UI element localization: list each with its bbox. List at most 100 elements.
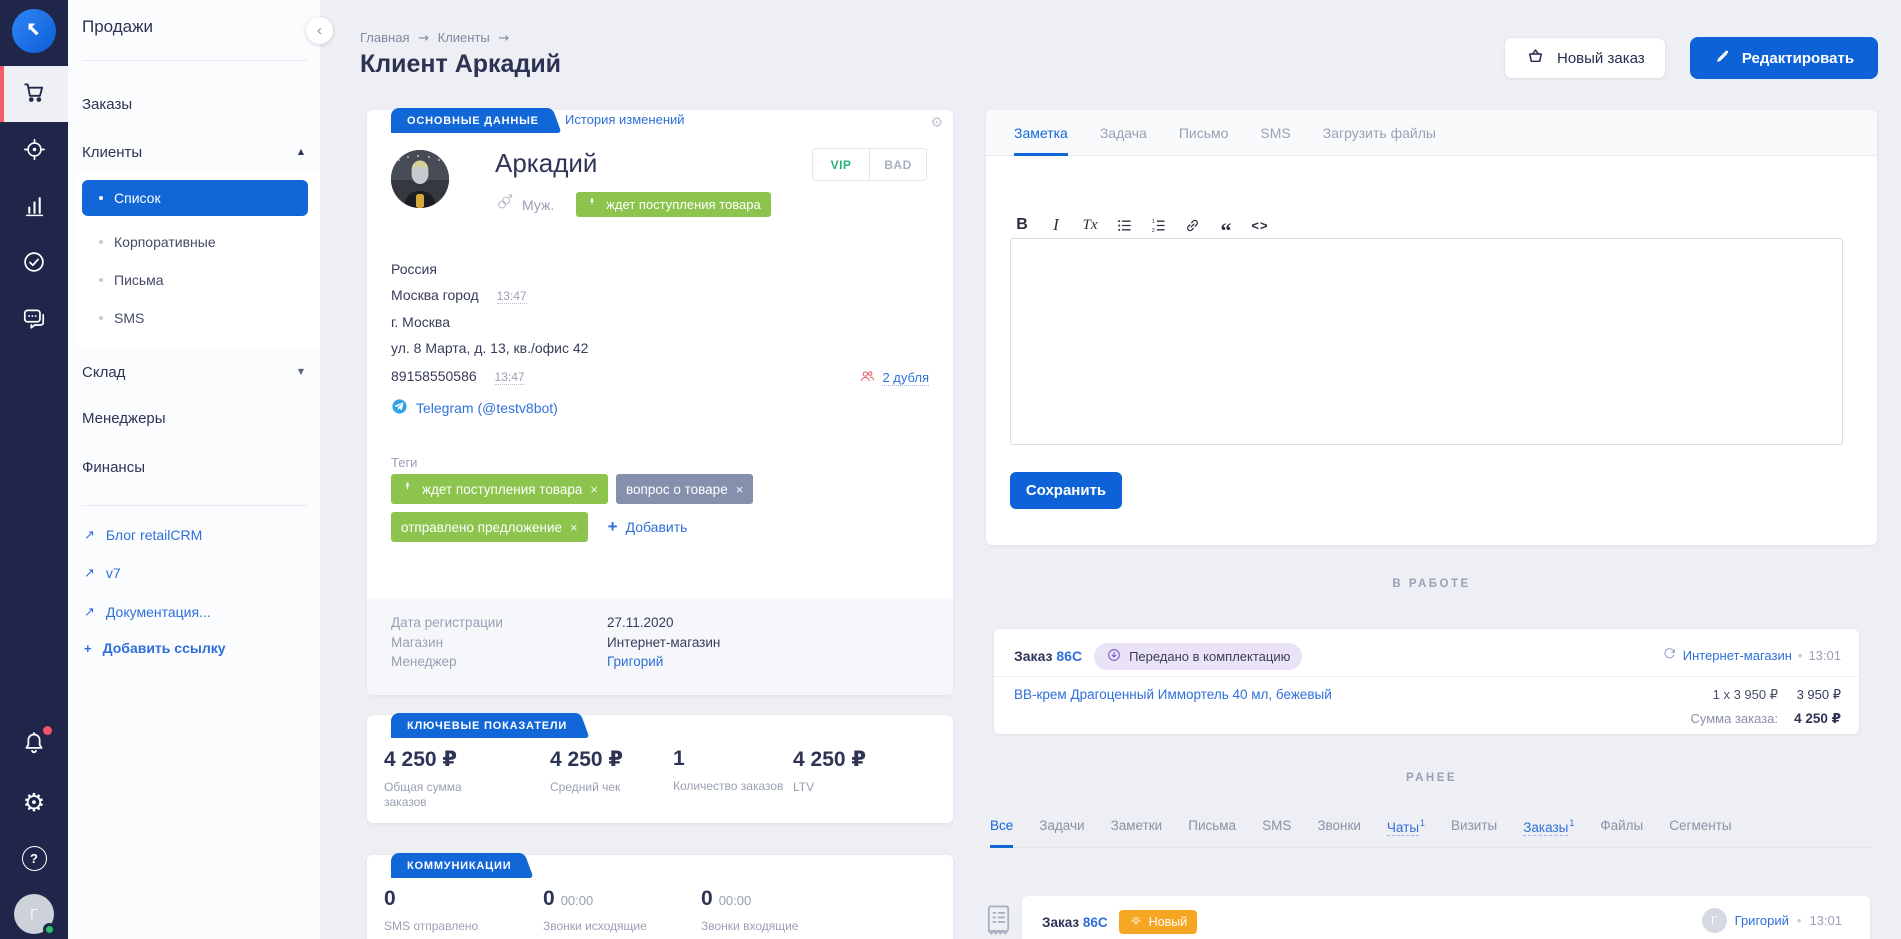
blockquote-icon[interactable]: “ bbox=[1220, 218, 1232, 243]
order-channel[interactable]: Интернет-магазин bbox=[1682, 647, 1792, 663]
user-avatar[interactable]: Г bbox=[14, 894, 56, 936]
external-link-icon: ↗ bbox=[84, 604, 95, 620]
bell-icon bbox=[21, 725, 52, 761]
client-name: Аркадий bbox=[495, 148, 598, 178]
filter-notes[interactable]: Заметки bbox=[1110, 818, 1163, 833]
rail-item-help[interactable]: ? bbox=[0, 830, 68, 886]
tab-letter[interactable]: Письмо bbox=[1178, 124, 1229, 141]
vip-button[interactable]: VIP bbox=[812, 148, 870, 181]
event-order-number-link[interactable]: 86С bbox=[1082, 914, 1108, 930]
remove-tag-icon[interactable]: × bbox=[590, 481, 598, 497]
breadcrumb-separator: → bbox=[418, 31, 430, 46]
filter-visits[interactable]: Визиты bbox=[1451, 818, 1498, 833]
nav-link-docs[interactable]: ↗ Документация... bbox=[84, 604, 211, 620]
breadcrumb-clients[interactable]: Клиенты bbox=[437, 30, 490, 45]
tab-note[interactable]: Заметка bbox=[1014, 110, 1068, 156]
status-arrow-icon bbox=[1106, 647, 1122, 666]
clear-formatting-icon[interactable]: Tx bbox=[1082, 216, 1098, 233]
nav-link-add[interactable]: + Добавить ссылку bbox=[84, 640, 226, 656]
bold-icon[interactable]: B bbox=[1016, 216, 1028, 233]
order-number-link[interactable]: 86С bbox=[1056, 648, 1083, 664]
filter-letters[interactable]: Письма bbox=[1188, 818, 1237, 833]
tag-product-question[interactable]: вопрос о товаре × bbox=[616, 474, 754, 504]
card-settings-gear-icon[interactable]: ⚙ bbox=[930, 115, 943, 131]
sidebar-collapse-button[interactable]: ‹ bbox=[306, 17, 333, 44]
event-manager-link[interactable]: Григорий bbox=[1734, 913, 1789, 928]
manager-avatar: Г bbox=[1701, 908, 1727, 933]
telegram-link[interactable]: Telegram (@testv8bot) bbox=[391, 398, 558, 418]
duplicates-link[interactable]: 2 дубля bbox=[859, 368, 929, 388]
rail-item-tasks[interactable] bbox=[0, 236, 68, 292]
communications-card-tab: КОММУНИКАЦИИ bbox=[391, 853, 522, 878]
filter-tasks[interactable]: Задачи bbox=[1039, 818, 1085, 833]
kpi-ltv: 4 250 ₽ LTV bbox=[793, 748, 866, 794]
filter-calls[interactable]: Звонки bbox=[1317, 818, 1361, 833]
nav-subitem-sms[interactable]: SMS bbox=[99, 310, 144, 326]
phone-time[interactable]: 13:47 bbox=[494, 370, 525, 385]
tab-upload-files[interactable]: Загрузить файлы bbox=[1322, 124, 1436, 141]
nav-subitem-letters[interactable]: Письма bbox=[99, 272, 164, 288]
filter-segments[interactable]: Сегменты bbox=[1669, 818, 1732, 833]
nav-item-managers[interactable]: Менеджеры bbox=[82, 410, 166, 427]
note-input[interactable] bbox=[1010, 238, 1843, 445]
external-link-icon: ↗ bbox=[84, 565, 95, 581]
bullet-icon bbox=[99, 316, 103, 320]
code-icon[interactable]: <> bbox=[1251, 217, 1269, 233]
manager-link[interactable]: Григорий bbox=[607, 654, 664, 669]
region-time[interactable]: 13:47 bbox=[496, 289, 527, 304]
crosshair-icon bbox=[22, 137, 47, 167]
rail-item-notifications[interactable] bbox=[0, 717, 68, 773]
tag-offer-sent[interactable]: отправлено предложение × bbox=[391, 512, 588, 542]
page-title: Клиент Аркадий bbox=[360, 50, 562, 78]
tab-change-history[interactable]: История изменений bbox=[565, 112, 685, 127]
order-product-link[interactable]: BB-крем Драгоценный Иммортель 40 мл, беж… bbox=[1014, 687, 1332, 702]
filter-chats[interactable]: Чаты1 bbox=[1386, 818, 1426, 836]
breadcrumb-home[interactable]: Главная bbox=[360, 30, 410, 45]
nav-link-v7[interactable]: ↗ v7 bbox=[84, 565, 121, 581]
filter-sms[interactable]: SMS bbox=[1262, 818, 1292, 833]
tag-waiting-stock[interactable]: ждет поступления товара × bbox=[391, 474, 608, 504]
tab-task[interactable]: Задача bbox=[1099, 124, 1147, 141]
pinned-tag[interactable]: ждет поступления товара bbox=[576, 192, 771, 217]
event-time: 13:01 bbox=[1809, 913, 1842, 928]
client-phone-row: 89158550586 13:47 bbox=[391, 368, 525, 385]
rail-item-analytics[interactable] bbox=[0, 180, 68, 236]
order-card: Заказ 86С Передано в комплектацию Интерн… bbox=[994, 629, 1859, 734]
filter-orders[interactable]: Заказы1 bbox=[1523, 818, 1575, 836]
caret-down-icon: ▼ bbox=[297, 367, 304, 376]
bullet-list-icon[interactable] bbox=[1110, 212, 1138, 238]
remove-tag-icon[interactable]: × bbox=[735, 481, 744, 497]
nav-subitem-corporate[interactable]: Корпоративные bbox=[99, 234, 216, 250]
nav-item-finance[interactable]: Финансы bbox=[82, 459, 145, 476]
italic-icon[interactable]: I bbox=[1053, 215, 1059, 234]
rail-item-chats[interactable] bbox=[0, 292, 68, 348]
comm-calls-in: 0 00:00 Звонки входящие bbox=[701, 887, 799, 933]
link-icon[interactable] bbox=[1178, 212, 1206, 238]
filter-files[interactable]: Файлы bbox=[1600, 818, 1644, 833]
tab-main-data[interactable]: ОСНОВНЫЕ ДАННЫЕ bbox=[391, 108, 549, 133]
remove-tag-icon[interactable]: × bbox=[570, 519, 578, 535]
clients-submenu: Список Корпоративные Письма SMS bbox=[76, 172, 320, 348]
add-tag-button[interactable]: + Добавить bbox=[607, 517, 688, 536]
filter-all[interactable]: Все bbox=[990, 818, 1014, 847]
retailcrm-logo[interactable] bbox=[12, 9, 56, 53]
online-status-dot bbox=[43, 923, 56, 936]
event-order-title: Заказ 86С bbox=[1042, 914, 1108, 930]
nav-link-blog[interactable]: ↗ Блог retailCRM bbox=[84, 527, 203, 543]
edit-button[interactable]: Редактировать bbox=[1690, 37, 1878, 79]
tab-sms[interactable]: SMS bbox=[1260, 124, 1291, 141]
rail-item-settings[interactable]: ⚙ bbox=[0, 774, 68, 830]
nav-item-clients[interactable]: Клиенты ▲ bbox=[82, 144, 304, 161]
order-total-value: 4 250 ₽ bbox=[1794, 711, 1841, 726]
nav-subitem-list[interactable]: Список bbox=[82, 180, 308, 216]
svg-text:2: 2 bbox=[1151, 227, 1154, 233]
rail-item-sales[interactable] bbox=[0, 66, 68, 122]
question-icon: ? bbox=[21, 845, 47, 871]
nav-item-orders[interactable]: Заказы bbox=[82, 96, 133, 113]
new-order-button[interactable]: Новый заказ bbox=[1504, 37, 1666, 79]
save-button[interactable]: Сохранить bbox=[1010, 472, 1122, 509]
nav-item-warehouse[interactable]: Склад ▼ bbox=[82, 364, 304, 381]
bad-button[interactable]: BAD bbox=[869, 148, 927, 181]
rail-item-geo[interactable] bbox=[0, 124, 68, 180]
